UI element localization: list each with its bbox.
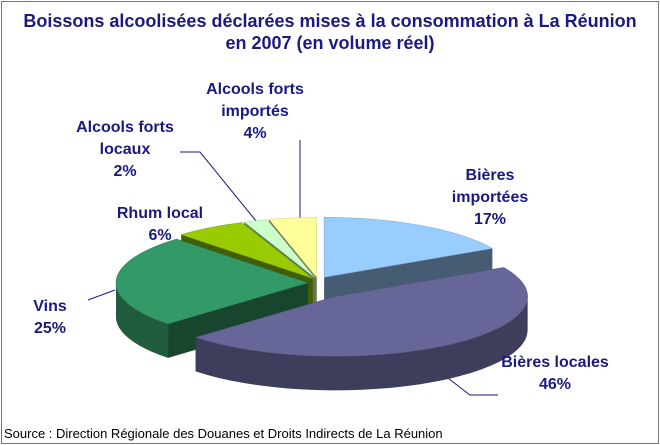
- category-name: Alcools forts locaux: [76, 119, 174, 158]
- leader-line: [439, 371, 498, 396]
- value-label: 46%: [538, 376, 572, 393]
- leader-line: [87, 289, 116, 301]
- slice-label: Alcools forts importés 4%: [200, 79, 310, 145]
- category-name: Bières locales: [501, 354, 609, 371]
- slice-wall: [195, 296, 528, 391]
- leader-lines: [87, 140, 498, 396]
- value-label: 25%: [33, 320, 67, 337]
- value-label: 17%: [473, 211, 507, 228]
- slice-label: Vins 25%: [5, 296, 95, 340]
- slice-label: Bières locales 46%: [500, 352, 610, 396]
- slice: [194, 267, 528, 357]
- value-label: 2%: [113, 163, 137, 180]
- category-name: Alcools forts importés: [206, 81, 304, 120]
- slice-label: Rhum local 6%: [110, 203, 210, 247]
- category-name: Rhum local: [116, 205, 204, 222]
- slice-label: Bières importées 17%: [435, 165, 545, 231]
- source: Source : Direction Régionale des Douanes…: [4, 426, 443, 441]
- slice: [243, 219, 316, 278]
- pie: [115, 217, 528, 391]
- value-label: 4%: [243, 125, 267, 142]
- slice: [323, 217, 494, 278]
- slice-wall: [116, 282, 169, 358]
- slice: [115, 238, 309, 325]
- slice-label: Alcools forts locaux 2%: [70, 117, 180, 183]
- slice: [268, 217, 317, 279]
- chart-title: Boissons alcoolisées déclarées mises à l…: [23, 11, 637, 53]
- category-name: Bières importées: [451, 167, 529, 206]
- slice: [180, 222, 313, 279]
- leader-line: [180, 151, 266, 233]
- category-name: Vins: [33, 298, 67, 315]
- value-label: 6%: [148, 227, 172, 244]
